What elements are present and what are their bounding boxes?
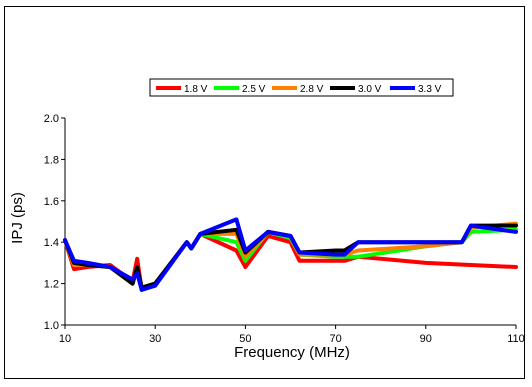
series-line-5 bbox=[63, 217, 518, 292]
legend-label: 1.8 V bbox=[184, 84, 208, 95]
y-tick-label: 1.2 bbox=[44, 279, 59, 291]
axes: 1.0 1.2 1.4 1.6 1.8 2.0 10 30 50 70 90 110 bbox=[44, 113, 525, 345]
x-tick-label: 110 bbox=[507, 333, 525, 345]
y-tick-label: 2.0 bbox=[44, 113, 59, 125]
x-tick-label: 30 bbox=[149, 333, 161, 345]
chart-frame bbox=[4, 6, 525, 379]
x-tick-label: 90 bbox=[420, 333, 432, 345]
series-group bbox=[63, 217, 518, 292]
x-axis-label: Frequency (MHz) bbox=[234, 344, 350, 361]
y-tick-label: 1.6 bbox=[44, 196, 59, 208]
legend-label: 2.8 V bbox=[300, 84, 324, 95]
x-tick-label: 50 bbox=[239, 333, 251, 345]
y-tick-label: 1.0 bbox=[44, 320, 59, 332]
y-tick-label: 1.8 bbox=[44, 154, 59, 166]
x-tick-label: 70 bbox=[329, 333, 341, 345]
legend-label: 3.3 V bbox=[418, 84, 442, 95]
x-tick-label: 10 bbox=[59, 333, 71, 345]
y-axis-label: IPJ (ps) bbox=[9, 192, 26, 244]
legend-label: 3.0 V bbox=[358, 84, 382, 95]
legend-label: 2.5 V bbox=[242, 84, 266, 95]
y-tick-label: 1.4 bbox=[44, 237, 59, 249]
legend-box bbox=[149, 78, 454, 97]
legend: 1.8 V 2.5 V 2.8 V 3.0 V 3.3 V bbox=[149, 78, 454, 97]
